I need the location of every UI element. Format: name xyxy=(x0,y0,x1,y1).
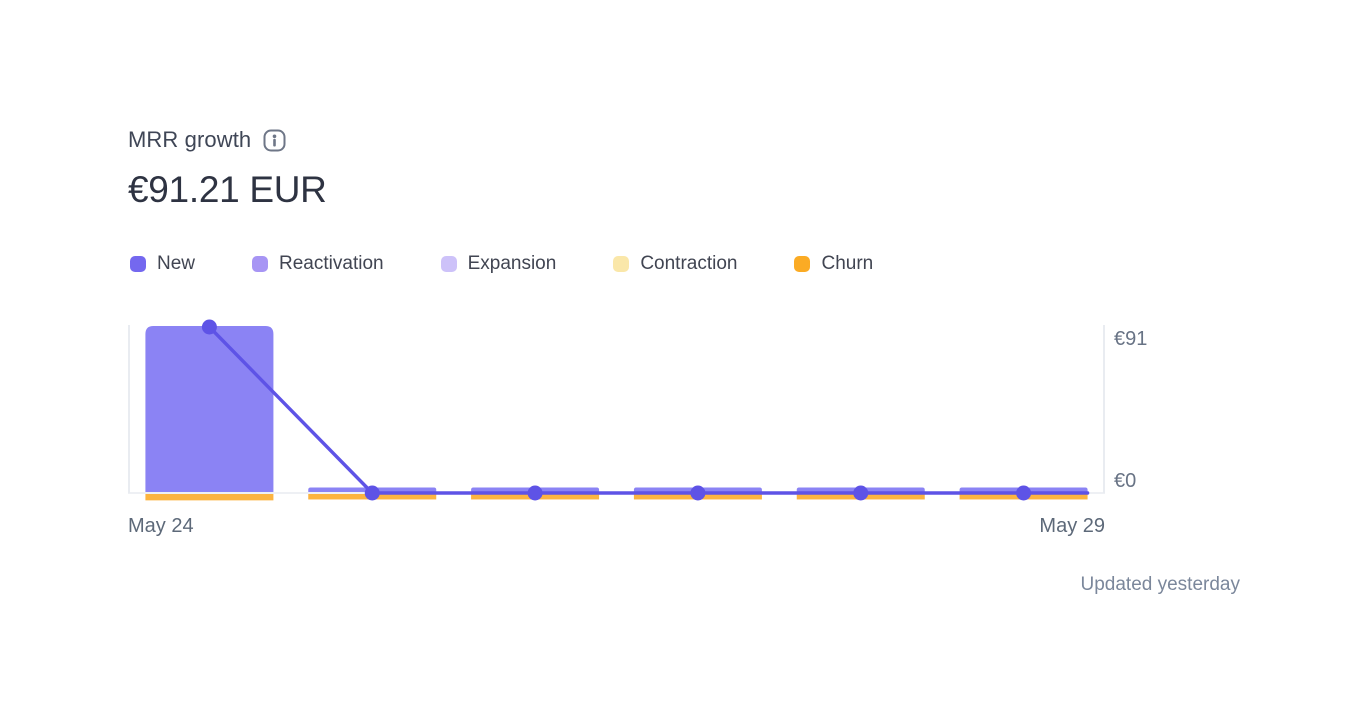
legend-item-contraction: Contraction xyxy=(613,253,737,275)
legend: New Reactivation Expansion Contraction Churn xyxy=(130,253,873,275)
legend-item-reactivation: Reactivation xyxy=(252,253,384,275)
page-title: MRR growth xyxy=(128,127,252,152)
legend-swatch-icon xyxy=(130,256,146,272)
legend-swatch-icon xyxy=(252,256,269,272)
x-axis: May 24 May 29 xyxy=(128,515,1105,538)
x-axis-label-start: May 24 xyxy=(128,515,194,537)
legend-label: Churn xyxy=(821,253,874,274)
card-header: MRR growth xyxy=(128,127,286,153)
legend-label: New xyxy=(157,253,196,274)
legend-swatch-icon xyxy=(794,256,811,272)
chart-area: €91 €0 xyxy=(128,319,1147,503)
info-icon[interactable] xyxy=(263,129,286,152)
y-axis-label-bottom: €0 xyxy=(1114,470,1137,492)
legend-label: Expansion xyxy=(467,253,557,274)
mrr-growth-card: MRR growth €91.21 EUR New Reactivation Exp… xyxy=(128,0,1240,728)
legend-label: Reactivation xyxy=(279,253,384,274)
legend-item-expansion: Expansion xyxy=(440,253,557,275)
mrr-amount: €91.21 EUR xyxy=(128,169,327,210)
mrr-chart-canvas xyxy=(128,319,1105,501)
y-axis-label-top: €91 xyxy=(1114,328,1148,350)
legend-swatch-icon xyxy=(613,256,630,272)
legend-item-new: New xyxy=(130,253,195,275)
x-axis-label-end: May 29 xyxy=(1039,515,1105,537)
legend-swatch-icon xyxy=(440,256,457,272)
legend-item-churn: Churn xyxy=(794,253,873,275)
updated-status: Updated yesterday xyxy=(1080,574,1241,595)
legend-label: Contraction xyxy=(640,253,738,274)
